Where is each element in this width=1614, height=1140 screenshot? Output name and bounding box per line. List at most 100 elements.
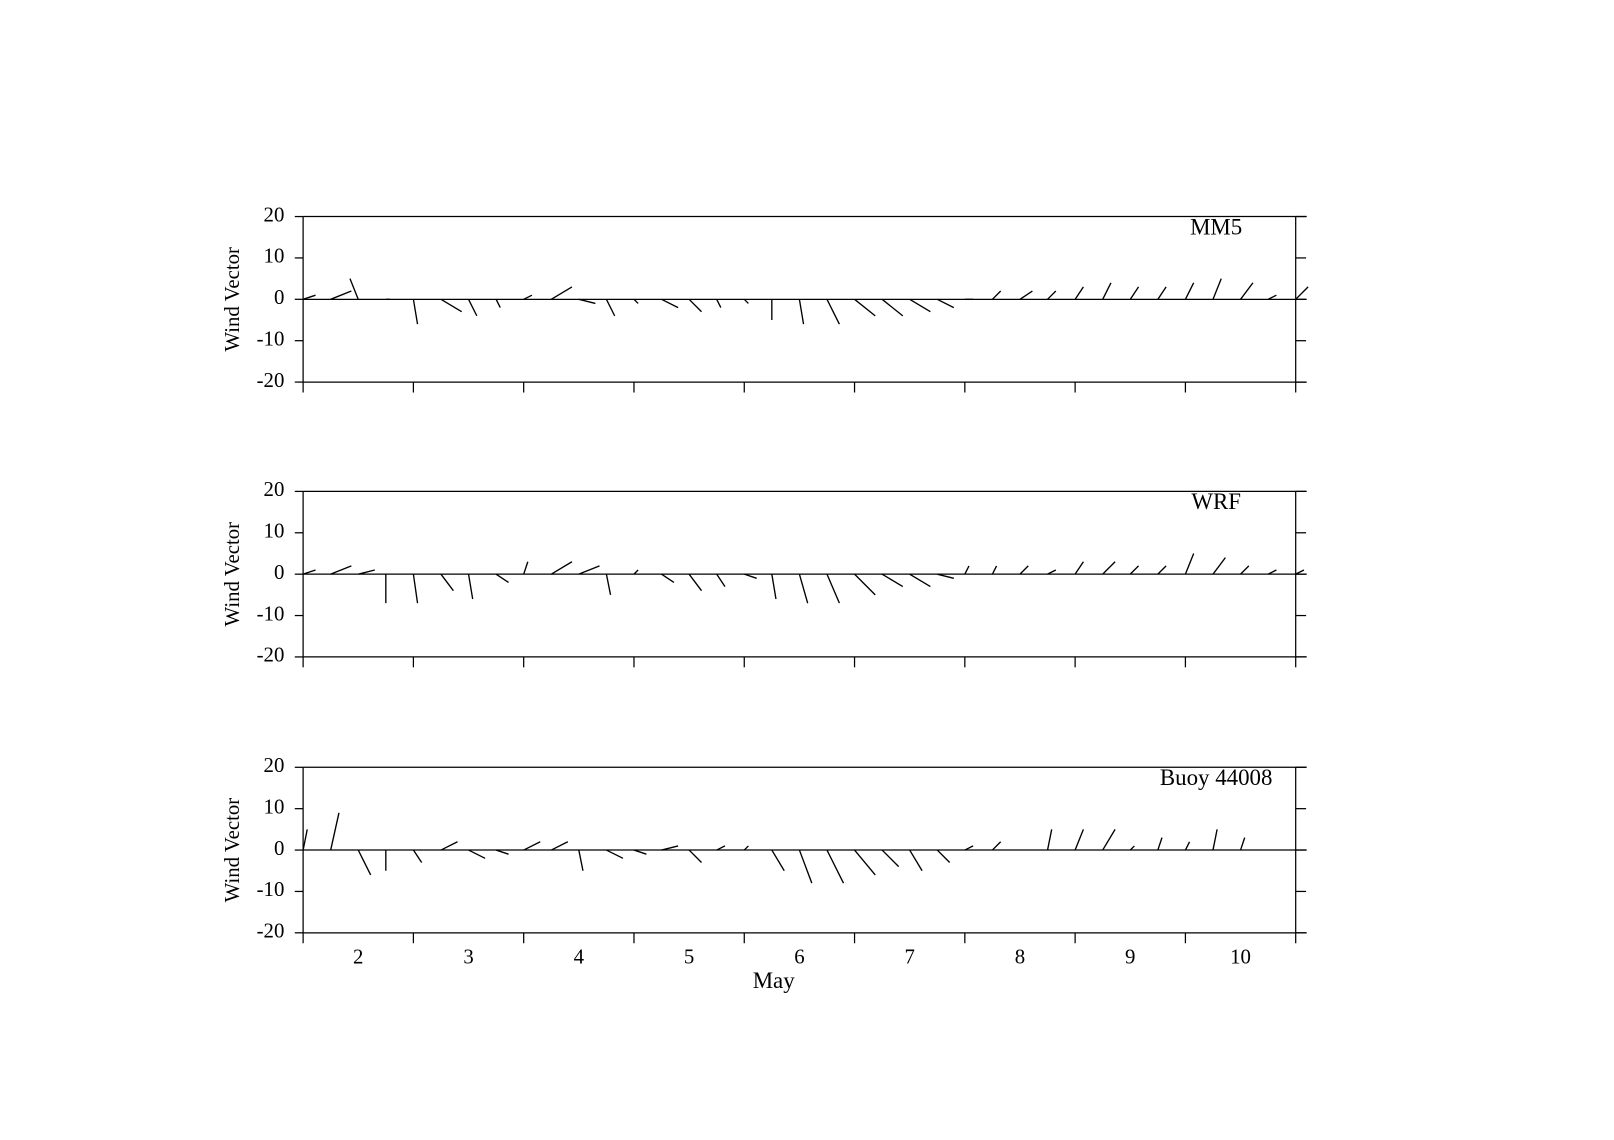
wind-stick	[1184, 553, 1195, 575]
wind-stick	[1129, 845, 1135, 851]
wind-stick	[798, 299, 805, 325]
wind-stick	[1184, 282, 1195, 300]
wind-stick	[1129, 565, 1140, 575]
wind-stick	[1157, 837, 1163, 851]
x-tick-label: 10	[1230, 945, 1251, 969]
panel-label: Buoy 44008	[1160, 765, 1273, 790]
y-axis-label: Wind Vector	[220, 247, 244, 352]
wind-stick	[771, 849, 785, 872]
wind-stick	[854, 849, 876, 876]
wind-stick	[495, 573, 509, 584]
wind-stick	[661, 845, 679, 851]
wind-stick	[467, 299, 478, 317]
y-tick-label: 0	[274, 836, 284, 860]
wind-stick	[991, 841, 1002, 851]
y-axis-label: Wind Vector	[220, 798, 244, 903]
x-tick-label: 5	[684, 945, 694, 969]
y-tick-label: -20	[257, 643, 285, 667]
x-tick-label: 3	[463, 945, 473, 969]
wind-stick	[1157, 286, 1167, 300]
wind-stick	[412, 299, 419, 325]
wind-stick	[440, 298, 463, 313]
wind-stick	[1047, 290, 1057, 300]
wind-stick	[1019, 290, 1033, 300]
wind-stick	[468, 849, 486, 859]
wind-stick	[606, 849, 624, 859]
wind-stick	[1295, 569, 1305, 575]
wind-stick	[1074, 561, 1084, 575]
wind-stick	[854, 298, 876, 317]
wind-stick	[1019, 565, 1029, 575]
wind-stick	[1295, 286, 1309, 300]
wind-stick	[523, 841, 541, 851]
wind-stick	[302, 569, 316, 575]
wind-stick	[1267, 569, 1277, 575]
y-tick-label: 20	[264, 477, 285, 501]
wind-stick	[881, 573, 904, 588]
wind-stick	[826, 573, 841, 604]
wind-stick	[964, 565, 970, 575]
wind-stick	[302, 294, 316, 300]
wind-stick	[1239, 837, 1246, 851]
wind-stick	[467, 574, 474, 600]
wind-stick	[661, 298, 679, 309]
wind-stick	[1074, 829, 1085, 851]
wind-stick	[661, 573, 675, 584]
wind-stick	[1240, 565, 1250, 575]
wind-stick	[743, 845, 749, 851]
wind-stick	[964, 845, 974, 851]
y-tick-label: 10	[264, 244, 285, 268]
wind-stick	[1074, 286, 1084, 300]
wind-stick	[578, 298, 596, 305]
wind-stick	[605, 299, 616, 317]
y-tick-label: -10	[257, 326, 285, 350]
wind-stick	[798, 573, 809, 604]
wind-stick	[716, 845, 726, 851]
wind-stick	[826, 299, 840, 325]
wind-stick	[357, 849, 372, 876]
wind-stick	[1102, 561, 1116, 575]
wind-stick	[716, 299, 722, 308]
wind-stick	[936, 298, 955, 309]
wind-stick	[1240, 282, 1254, 300]
wind-stick	[1184, 841, 1191, 851]
wind-stick	[881, 298, 904, 317]
wind-stick	[302, 829, 308, 851]
wind-stick	[633, 569, 639, 575]
wind-stick	[1212, 557, 1226, 575]
wind-stick	[550, 561, 573, 575]
wind-stick	[744, 573, 757, 579]
wind-stick	[909, 298, 931, 313]
wind-stick	[1129, 286, 1140, 300]
wind-stick	[633, 849, 647, 855]
x-tick-label: 9	[1125, 945, 1135, 969]
wind-stick	[412, 574, 419, 604]
wind-stick	[440, 841, 458, 851]
wind-stick	[909, 849, 923, 872]
wind-stick	[495, 299, 501, 308]
wind-stick	[440, 573, 454, 592]
y-tick-label: -10	[257, 601, 285, 625]
wind-stick	[578, 565, 600, 575]
wind-stick	[688, 573, 703, 592]
wind-stick	[771, 574, 777, 600]
wind-stick	[330, 565, 352, 575]
wind-stick	[1267, 294, 1277, 300]
wind-stick	[688, 298, 703, 313]
y-tick-label: -20	[257, 919, 285, 943]
x-tick-label: 4	[574, 945, 585, 969]
wind-stick	[854, 573, 876, 596]
wind-stick	[798, 849, 813, 884]
wind-stick	[1047, 569, 1057, 575]
x-tick-label: 7	[904, 945, 914, 969]
y-tick-label: -10	[257, 877, 285, 901]
wind-stick	[826, 849, 845, 884]
y-tick-label: 10	[264, 794, 285, 818]
y-tick-label: 20	[264, 753, 285, 777]
wind-stick	[937, 573, 954, 579]
wind-stick	[909, 573, 931, 588]
wind-stick	[991, 565, 998, 575]
y-tick-label: 0	[274, 285, 284, 309]
panel-label: WRF	[1191, 489, 1241, 514]
wind-stick	[1102, 829, 1116, 851]
